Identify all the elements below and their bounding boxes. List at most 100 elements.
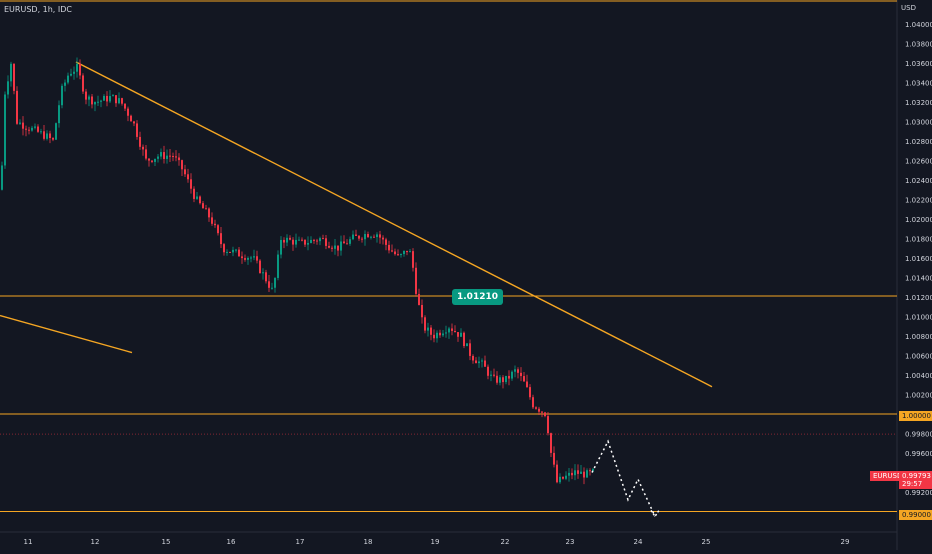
- candle-body: [499, 377, 501, 383]
- candle-body: [55, 123, 57, 140]
- candle-body: [16, 90, 18, 124]
- candle-body: [424, 317, 426, 331]
- candle-body: [265, 272, 267, 282]
- candle-body: [181, 160, 183, 170]
- candle-body: [10, 63, 12, 82]
- symbol-title: EURUSD, 1h, IDC: [4, 5, 72, 14]
- y-tick-label-13: 1.01400: [905, 275, 932, 283]
- x-tick-label-11: 29: [841, 538, 850, 546]
- candle-body: [97, 101, 99, 103]
- candle-body: [91, 96, 93, 105]
- candle-body: [187, 174, 189, 180]
- y-tick-label-17: 1.00600: [905, 353, 932, 361]
- x-tick-label-0: 11: [24, 538, 33, 546]
- candle-body: [253, 256, 255, 258]
- candle-body: [508, 375, 510, 379]
- price-level-badge[interactable]: 1.01210: [452, 289, 503, 305]
- candle-body: [169, 155, 171, 157]
- candle-body: [295, 239, 297, 245]
- candle-body: [7, 81, 9, 95]
- candle-body: [331, 247, 333, 249]
- x-tick-label-1: 12: [91, 538, 100, 546]
- candle-body: [106, 95, 108, 102]
- candle-body: [142, 146, 144, 150]
- candle-body: [196, 196, 198, 199]
- candle-body: [409, 251, 411, 253]
- candle-body: [271, 287, 273, 289]
- x-tick-label-7: 22: [501, 538, 510, 546]
- candle-body: [460, 332, 462, 337]
- y-tick-label-12: 1.01600: [905, 255, 932, 263]
- candle-body: [229, 251, 231, 253]
- candle-body: [280, 239, 282, 255]
- candle-body: [85, 91, 87, 100]
- candle-body: [445, 332, 447, 334]
- candle-body: [22, 122, 24, 129]
- candle-body: [163, 152, 165, 159]
- candle-body: [367, 234, 369, 238]
- candle-body: [583, 471, 585, 478]
- y-tick-label-10: 1.02000: [905, 216, 932, 224]
- candle-body: [118, 98, 120, 104]
- candle-body: [364, 234, 366, 240]
- y-tick-label-5: 1.03000: [905, 119, 932, 127]
- candle-body: [394, 251, 396, 255]
- axis-currency-label: USD: [901, 4, 916, 12]
- candle-body: [505, 375, 507, 383]
- candle-body: [34, 126, 36, 128]
- x-tick-label-5: 18: [364, 538, 373, 546]
- candle-body: [67, 75, 69, 83]
- candle-body: [511, 371, 513, 379]
- candle-body: [208, 208, 210, 218]
- x-tick-label-2: 15: [162, 538, 171, 546]
- candle-body: [556, 464, 558, 483]
- projection-arrowhead: [650, 509, 660, 518]
- candle-body: [526, 381, 528, 388]
- candle-body: [571, 472, 573, 476]
- candle-body: [466, 343, 468, 347]
- candle-body: [274, 277, 276, 288]
- candle-body: [406, 250, 408, 253]
- candle-body: [115, 95, 117, 104]
- candle-body: [334, 245, 336, 249]
- candle-body: [418, 293, 420, 305]
- candle-body: [232, 249, 234, 253]
- candle-body: [553, 452, 555, 465]
- candle-body: [430, 327, 432, 335]
- candle-body: [559, 476, 561, 483]
- candle-body: [136, 123, 138, 137]
- y-tick-label-8: 1.02400: [905, 177, 932, 185]
- candle-body: [448, 328, 450, 333]
- level-tag-1: 1.00000: [899, 411, 932, 421]
- candle-body: [46, 133, 48, 139]
- candle-body: [322, 238, 324, 240]
- candle-body: [397, 254, 399, 256]
- candle-body: [64, 82, 66, 86]
- candle-body: [475, 360, 477, 364]
- candle-body: [172, 155, 174, 157]
- candle-body: [28, 129, 30, 131]
- candle-body: [436, 332, 438, 339]
- candle-body: [133, 121, 135, 124]
- candle-body: [259, 260, 261, 274]
- x-tick-label-4: 17: [296, 538, 305, 546]
- candle-body: [457, 332, 459, 337]
- candle-body: [88, 96, 90, 100]
- candle-body: [337, 245, 339, 251]
- candle-body: [469, 343, 471, 356]
- candle-body: [358, 235, 360, 239]
- candle-body: [13, 63, 15, 91]
- candle-body: [454, 330, 456, 333]
- candle-body: [277, 254, 279, 278]
- candle-body: [25, 128, 27, 130]
- candle-body: [262, 272, 264, 274]
- y-tick-label-22: 0.99200: [905, 489, 932, 497]
- candle-body: [223, 244, 225, 253]
- candle-body: [202, 203, 204, 209]
- candle-body: [304, 239, 306, 245]
- candle-body: [589, 470, 591, 472]
- candle-body: [463, 332, 465, 347]
- candle-body: [184, 169, 186, 175]
